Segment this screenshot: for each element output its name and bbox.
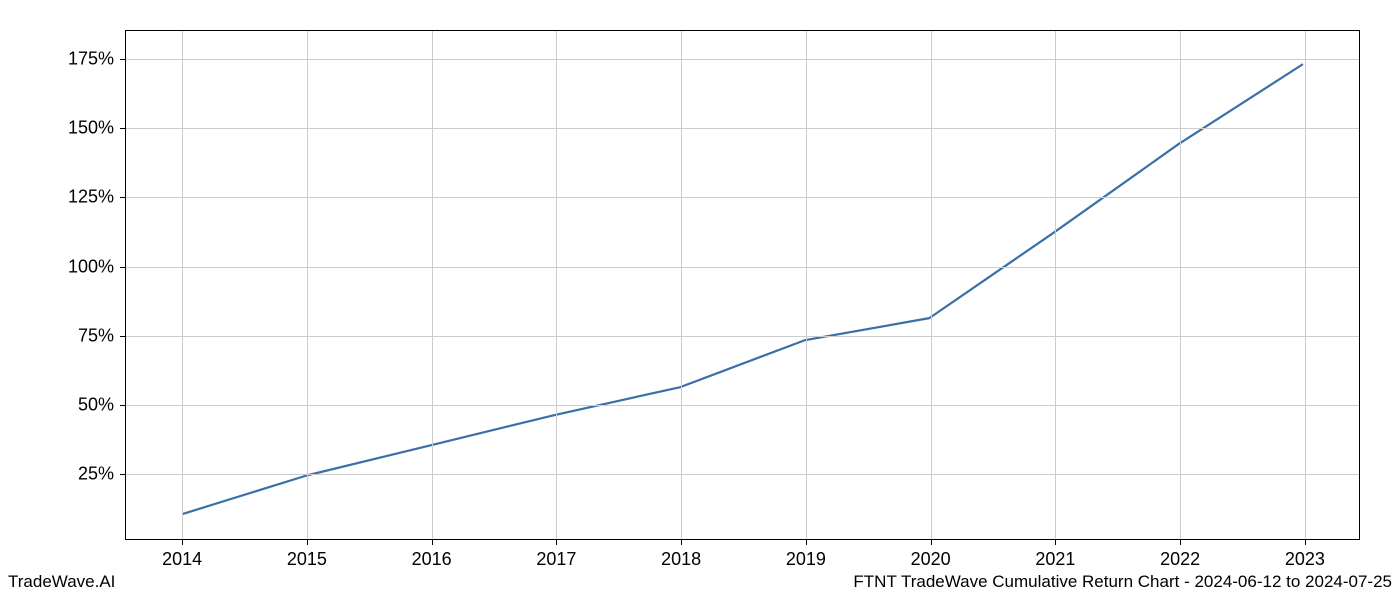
grid-line-horizontal (126, 128, 1359, 129)
y-tick (120, 405, 126, 406)
grid-line-vertical (1305, 31, 1306, 539)
x-tick (806, 539, 807, 545)
footer-left-text: TradeWave.AI (8, 572, 115, 592)
grid-line-horizontal (126, 405, 1359, 406)
grid-line-horizontal (126, 197, 1359, 198)
y-tick-label: 75% (78, 325, 114, 346)
chart-container: 2014201520162017201820192020202120222023… (125, 30, 1360, 540)
grid-line-vertical (931, 31, 932, 539)
x-tick-label: 2020 (911, 549, 951, 570)
grid-line-vertical (556, 31, 557, 539)
grid-line-vertical (432, 31, 433, 539)
line-chart-svg (126, 31, 1359, 539)
y-tick (120, 128, 126, 129)
y-tick-label: 125% (68, 187, 114, 208)
grid-line-vertical (681, 31, 682, 539)
grid-line-vertical (1055, 31, 1056, 539)
x-tick (556, 539, 557, 545)
x-tick-label: 2017 (536, 549, 576, 570)
y-tick-label: 50% (78, 395, 114, 416)
footer-right-text: FTNT TradeWave Cumulative Return Chart -… (853, 572, 1392, 592)
grid-line-vertical (1180, 31, 1181, 539)
x-tick-label: 2016 (412, 549, 452, 570)
y-tick (120, 336, 126, 337)
y-tick-label: 100% (68, 256, 114, 277)
y-tick (120, 59, 126, 60)
grid-line-vertical (182, 31, 183, 539)
x-tick-label: 2022 (1160, 549, 1200, 570)
y-tick-label: 150% (68, 118, 114, 139)
plot-area: 2014201520162017201820192020202120222023… (125, 30, 1360, 540)
x-tick (182, 539, 183, 545)
x-tick-label: 2019 (786, 549, 826, 570)
y-tick-label: 175% (68, 48, 114, 69)
x-tick (432, 539, 433, 545)
y-tick (120, 267, 126, 268)
x-tick-label: 2018 (661, 549, 701, 570)
x-tick (931, 539, 932, 545)
y-tick (120, 197, 126, 198)
y-tick-label: 25% (78, 464, 114, 485)
data-line (182, 64, 1303, 514)
x-tick-label: 2014 (162, 549, 202, 570)
grid-line-horizontal (126, 336, 1359, 337)
x-tick-label: 2023 (1285, 549, 1325, 570)
x-tick (1180, 539, 1181, 545)
grid-line-horizontal (126, 59, 1359, 60)
x-tick-label: 2021 (1035, 549, 1075, 570)
x-tick (681, 539, 682, 545)
x-tick (1305, 539, 1306, 545)
grid-line-vertical (307, 31, 308, 539)
x-tick-label: 2015 (287, 549, 327, 570)
grid-line-vertical (806, 31, 807, 539)
y-tick (120, 474, 126, 475)
x-tick (1055, 539, 1056, 545)
x-tick (307, 539, 308, 545)
grid-line-horizontal (126, 474, 1359, 475)
grid-line-horizontal (126, 267, 1359, 268)
